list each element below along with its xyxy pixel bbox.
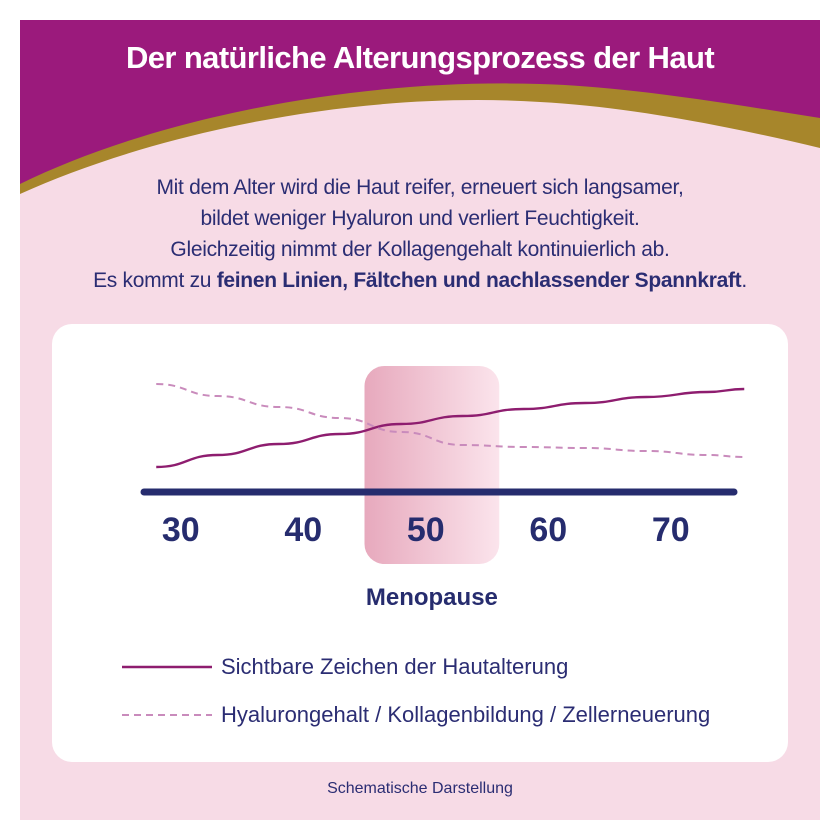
- header-purple-band: [20, 20, 820, 184]
- page-title: Der natürliche Alterungsprozess der Haut: [125, 40, 715, 75]
- legend: Sichtbare Zeichen der Hautalterung Hyalur…: [122, 654, 710, 727]
- intro-line-4-prefix: Es kommt zu: [93, 269, 217, 292]
- intro-line-4: Es kommt zu feinen Linien, Fältchen und …: [40, 265, 800, 296]
- series-layer: [156, 383, 745, 469]
- infographic: Der natürliche Alterungsprozess der Haut…: [20, 20, 820, 820]
- intro-line-4-emphasis: feinen Linien, Fältchen und nachlassende…: [216, 269, 742, 292]
- intro-line-2: bildet weniger Hyaluron und verliert Feu…: [200, 207, 640, 230]
- intro-text: Mit dem Alter wird die Haut reifer, erne…: [40, 172, 800, 296]
- header-banner: [20, 20, 820, 194]
- x-tick-label: 50: [407, 511, 445, 549]
- intro-line-1: Mit dem Alter wird die Haut reifer, erne…: [156, 176, 684, 199]
- x-tick-label: 40: [284, 511, 322, 549]
- series-line-2: [156, 383, 745, 458]
- chart: 30 40 50 60 70 Menopause Sichtbare Zeichen d…: [122, 366, 745, 727]
- chart-card: 30 40 50 60 70 Menopause Sichtbare Zeichen d…: [52, 324, 788, 762]
- x-tick-label: 60: [529, 511, 567, 549]
- x-tick-labels: 30 40 50 60 70: [162, 511, 690, 549]
- footnote: Schematische Darstellung: [327, 780, 513, 797]
- menopause-label: Menopause: [366, 584, 498, 611]
- legend-label-1: Sichtbare Zeichen der Hautalterung: [221, 654, 568, 679]
- intro-line-4-suffix: .: [741, 269, 747, 292]
- x-tick-label: 70: [652, 511, 690, 549]
- intro-line-3: Gleichzeitig nimmt der Kollagengehalt ko…: [170, 238, 670, 261]
- x-tick-label: 30: [162, 511, 200, 549]
- series-line-1: [156, 387, 745, 469]
- legend-label-2: Hyalurongehalt / Kollagenbildung / Zelle…: [221, 702, 710, 727]
